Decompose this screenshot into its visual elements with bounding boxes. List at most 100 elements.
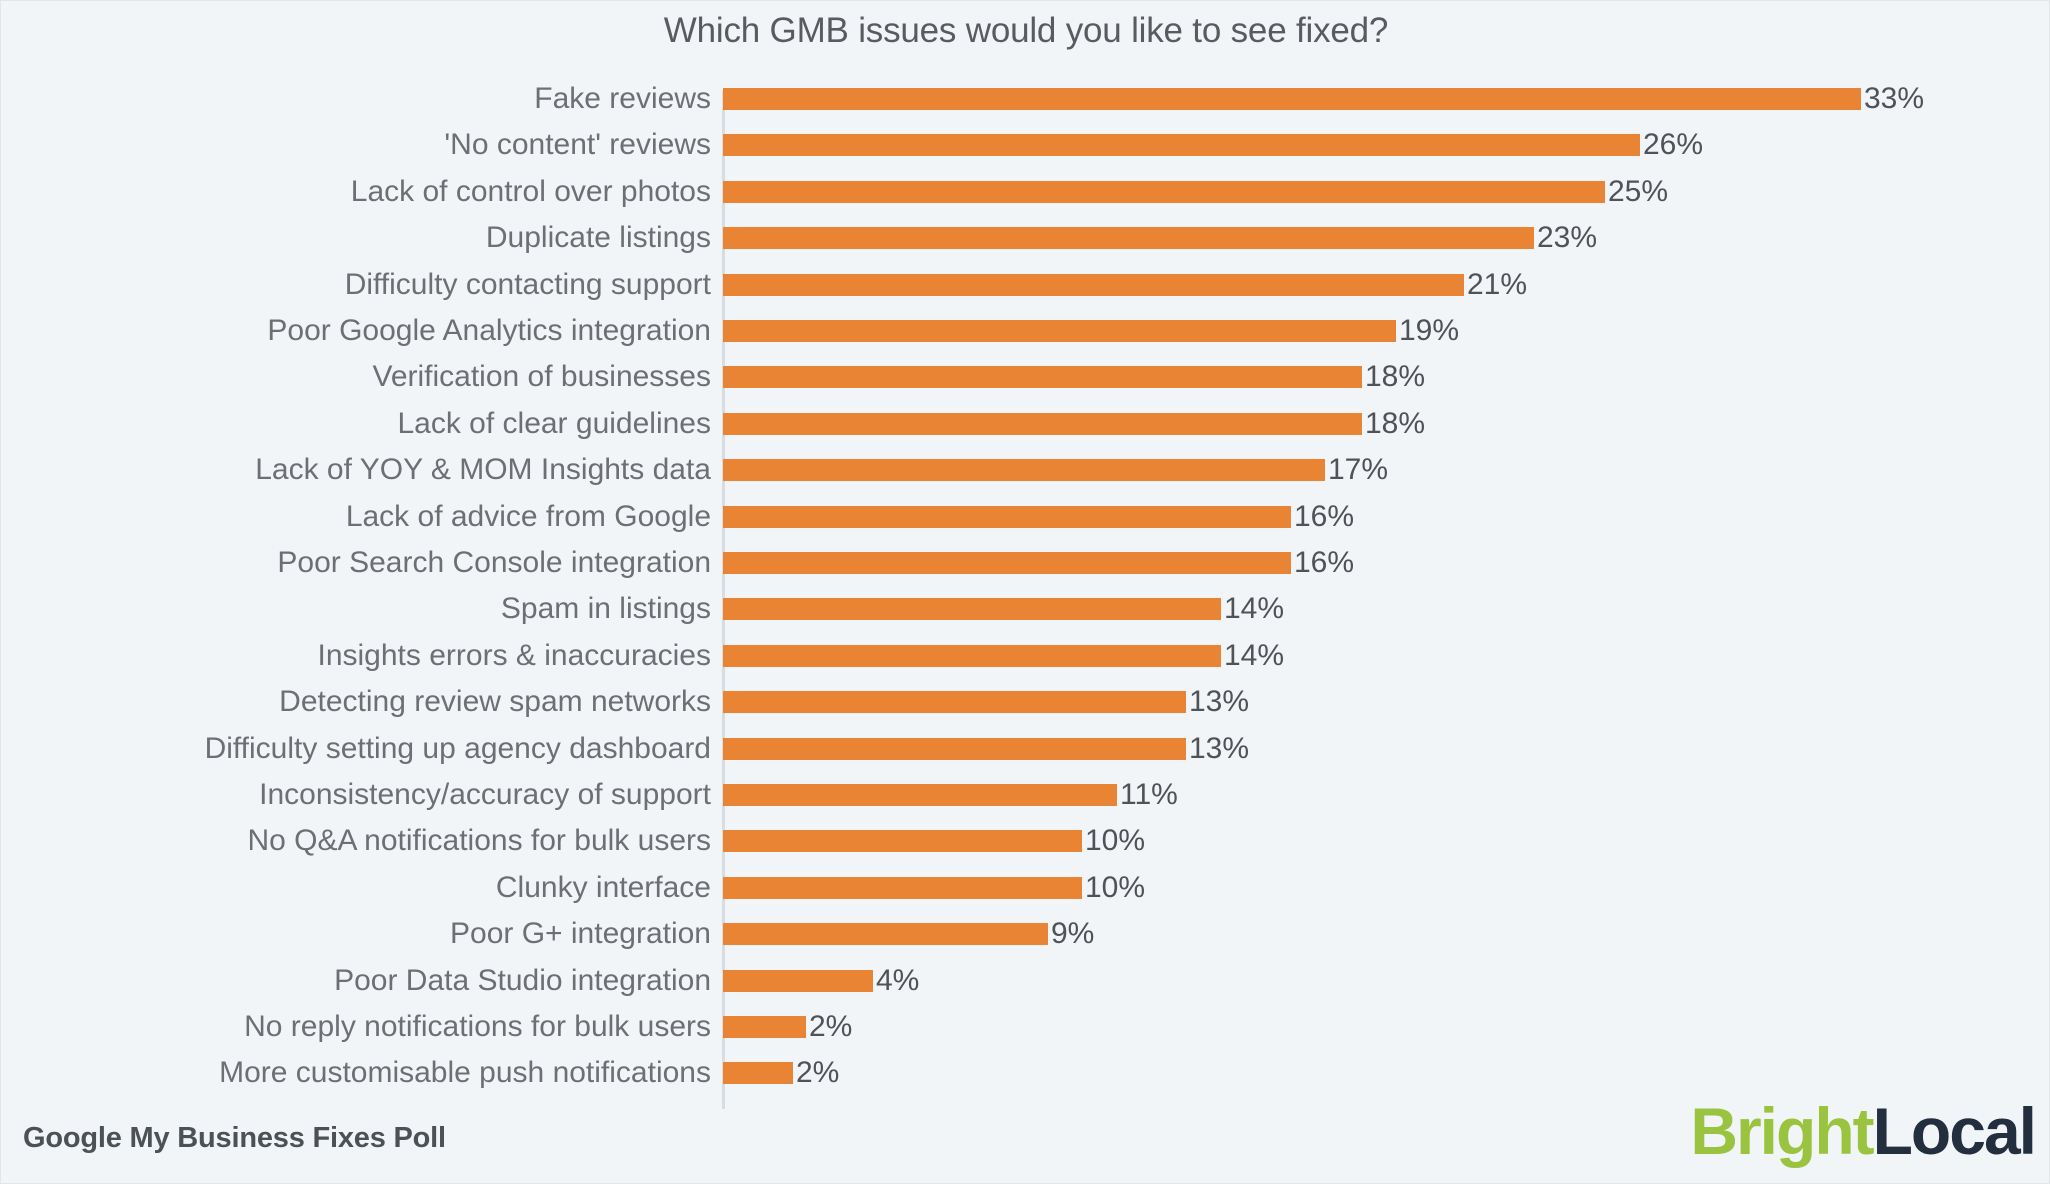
bar-row: Detecting review spam networks 13%: [1, 679, 2049, 725]
bar-track: [723, 1016, 806, 1038]
category-label: Difficulty setting up agency dashboard: [204, 731, 711, 765]
bar: [723, 830, 1082, 853]
bar-track: [723, 1062, 793, 1085]
bar: [723, 552, 1291, 574]
chart-title: Which GMB issues would you like to see f…: [663, 11, 1389, 50]
bar-value-label: 21%: [1467, 267, 1528, 301]
bar-value-label: 10%: [1085, 870, 1146, 904]
bar-value-label: 18%: [1365, 360, 1426, 394]
bar-track: [723, 505, 1291, 528]
category-label: More customisable push notifications: [219, 1056, 711, 1090]
bar: [723, 737, 1186, 760]
bar-row: Spam in listings 14%: [1, 586, 2049, 632]
bar-track: [723, 459, 1325, 482]
bar-value-label: 33%: [1864, 82, 1925, 115]
bar-value-label: 16%: [1294, 499, 1355, 533]
bar-row: 'No content' reviews 26%: [1, 122, 2049, 168]
category-label: Poor Data Studio integration: [334, 963, 711, 997]
bar-value-label: 16%: [1294, 546, 1355, 579]
bar-row: More customisable push notifications 2%: [1, 1050, 2049, 1096]
bar-row: No reply notifications for bulk users 2%: [1, 1004, 2049, 1050]
category-label: Lack of YOY & MOM Insights data: [255, 453, 711, 487]
bar-value-label: 19%: [1399, 314, 1460, 347]
bar-value-label: 4%: [876, 963, 920, 997]
bar-track: [723, 830, 1082, 853]
bar: [723, 876, 1082, 899]
category-label: Poor Search Console integration: [277, 546, 711, 579]
bar-track: [723, 691, 1186, 714]
bar: [723, 784, 1117, 806]
bar: [723, 459, 1325, 482]
bar: [723, 88, 1861, 110]
category-label: Inconsistency/accuracy of support: [259, 778, 711, 811]
category-label: No Q&A notifications for bulk users: [247, 824, 711, 858]
bar-track: [723, 412, 1362, 435]
bar-track: [723, 923, 1048, 946]
category-label: Duplicate listings: [485, 221, 711, 255]
bar-row: No Q&A notifications for bulk users 10%: [1, 818, 2049, 864]
bar-value-label: 25%: [1608, 174, 1669, 208]
category-label: Poor Google Analytics integration: [267, 314, 711, 347]
bar: [723, 598, 1221, 621]
bar-track: [723, 552, 1291, 574]
bar-value-label: 18%: [1365, 406, 1426, 440]
bar-value-label: 17%: [1328, 453, 1389, 487]
bar-track: [723, 366, 1362, 389]
category-label: Difficulty contacting support: [344, 267, 711, 301]
bar: [723, 227, 1534, 250]
bar: [723, 180, 1605, 203]
bar: [723, 923, 1048, 946]
footer-caption: Google My Business Fixes Poll: [23, 1122, 446, 1154]
category-label: Detecting review spam networks: [279, 685, 711, 719]
category-label: Verification of businesses: [372, 360, 711, 394]
bar: [723, 505, 1291, 528]
bar-track: [723, 784, 1117, 806]
category-label: Fake reviews: [534, 82, 711, 115]
bar-track: [723, 180, 1605, 203]
category-label: 'No content' reviews: [444, 128, 711, 162]
bar-track: [723, 134, 1640, 157]
bar-row: Poor Search Console integration 16%: [1, 540, 2049, 586]
bar-value-label: 23%: [1537, 221, 1598, 255]
bar: [723, 644, 1221, 667]
category-label: Lack of control over photos: [350, 174, 711, 208]
bar-value-label: 2%: [796, 1056, 840, 1090]
bar-value-label: 13%: [1189, 685, 1250, 719]
logo-bright-text: Bright: [1690, 1094, 1874, 1168]
bar-row: Inconsistency/accuracy of support 11%: [1, 772, 2049, 818]
bar-row: Lack of YOY & MOM Insights data 17%: [1, 447, 2049, 493]
bar-track: [723, 969, 873, 992]
bar-row: Verification of businesses 18%: [1, 354, 2049, 400]
logo-local-text: Local: [1872, 1094, 2037, 1168]
bar: [723, 412, 1362, 435]
bar-value-label: 13%: [1189, 731, 1250, 765]
bar-value-label: 26%: [1643, 128, 1704, 162]
bar-value-label: 9%: [1051, 917, 1095, 951]
bar-value-label: 14%: [1224, 638, 1285, 672]
bar-row: Poor Data Studio integration 4%: [1, 958, 2049, 1004]
bar-track: [723, 644, 1221, 667]
bar: [723, 969, 873, 992]
bar: [723, 1062, 793, 1085]
bar-row: Lack of advice from Google 16%: [1, 494, 2049, 540]
bar-value-label: 2%: [809, 1010, 853, 1043]
bar-value-label: 11%: [1120, 778, 1178, 811]
bar-track: [723, 227, 1534, 250]
category-label: Spam in listings: [500, 592, 711, 626]
bar: [723, 273, 1464, 296]
bar-row: Poor G+ integration 9%: [1, 911, 2049, 957]
category-label: No reply notifications for bulk users: [244, 1010, 711, 1043]
bar-track: [723, 598, 1221, 621]
plot-area: Fake reviews 33% 'No content' reviews 26% La…: [1, 71, 2049, 1109]
category-label: Poor G+ integration: [450, 917, 711, 951]
bar: [723, 691, 1186, 714]
bar-track: [723, 88, 1861, 110]
bar-row: Lack of control over photos 25%: [1, 169, 2049, 215]
bar-row: Difficulty setting up agency dashboard 13…: [1, 726, 2049, 772]
bar-row: Duplicate listings 23%: [1, 215, 2049, 261]
bar-track: [723, 320, 1396, 342]
category-label: Lack of clear guidelines: [397, 406, 711, 440]
bar-track: [723, 876, 1082, 899]
bar-value-label: 14%: [1224, 592, 1285, 626]
